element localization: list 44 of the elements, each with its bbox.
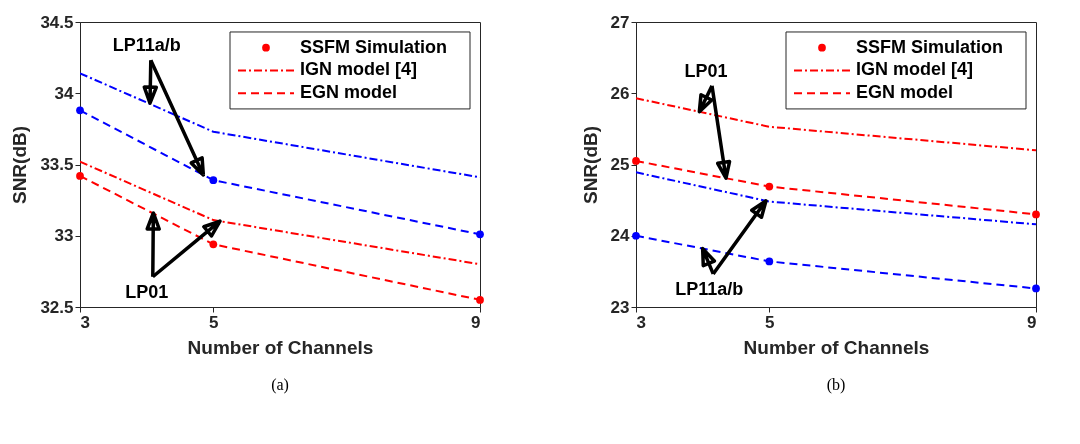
x-tick-label: 5 <box>209 312 219 332</box>
point <box>765 257 774 266</box>
y-axis-title: SNR(dB) <box>9 125 31 205</box>
y-tick-label: 26 <box>610 83 630 103</box>
x-tick-label: 9 <box>471 312 481 332</box>
x-tick-label: 9 <box>1027 312 1037 332</box>
point <box>632 231 640 240</box>
legend-label: IGN model [4] <box>300 59 418 80</box>
point <box>1032 210 1040 219</box>
y-tick-label: 34 <box>54 83 75 103</box>
y-tick-label: 32.5 <box>40 297 74 317</box>
y-tick-label: 33.5 <box>40 155 74 174</box>
x-axis-title: Number of Channels <box>743 336 930 358</box>
x-axis-title: Number of Channels <box>187 336 374 358</box>
annotation: LP01 <box>684 60 728 81</box>
y-tick-label: 25 <box>610 155 630 174</box>
x-tick-label: 5 <box>765 312 775 332</box>
point <box>765 182 774 191</box>
y-axis-title: SNR(dB) <box>579 125 601 205</box>
y-tick-label: 24 <box>610 226 631 246</box>
legend-label: EGN model <box>856 82 954 103</box>
legend-label: IGN model [4] <box>856 59 974 80</box>
legend-label: SSFM Simulation <box>856 36 1004 57</box>
point <box>1032 284 1040 293</box>
y-tick-label: 34.5 <box>40 12 74 32</box>
point <box>76 172 84 180</box>
y-tick-label: 27 <box>610 12 630 32</box>
legend-label: SSFM Simulation <box>300 36 448 57</box>
x-tick-label: 3 <box>80 312 90 332</box>
legend-label: EGN model <box>300 82 398 103</box>
point <box>76 106 84 115</box>
x-tick-label: 3 <box>636 312 646 332</box>
point <box>209 176 218 185</box>
point <box>476 296 484 304</box>
annotation: LP11a/b <box>112 35 181 56</box>
annotation: LP11a/b <box>675 278 744 299</box>
y-tick-label: 33 <box>54 226 74 246</box>
y-tick-label: 23 <box>610 297 630 317</box>
text: (b) <box>826 376 846 394</box>
text: (a) <box>271 376 289 394</box>
annotation: LP01 <box>125 281 169 302</box>
point <box>632 157 640 165</box>
point <box>209 240 218 249</box>
point <box>476 230 484 239</box>
